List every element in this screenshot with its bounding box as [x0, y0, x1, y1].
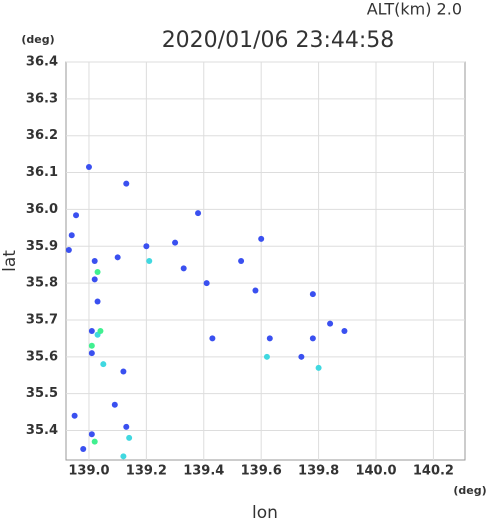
echo-point [88, 328, 95, 335]
echo-point [100, 361, 107, 368]
y-tick-label: 36.3 [26, 91, 58, 106]
echo-point [114, 254, 121, 261]
echo-point [71, 412, 78, 419]
echo-point [88, 342, 95, 349]
y-tick-label: 35.8 [26, 276, 58, 291]
y-tick-label: 35.6 [26, 349, 58, 364]
echo-point [68, 232, 75, 239]
echo-point [143, 243, 150, 250]
echo-point [327, 320, 334, 327]
echo-point [91, 276, 98, 283]
x-unit: (deg) [453, 484, 486, 497]
echo-point [97, 328, 104, 335]
echo-point [238, 258, 245, 264]
x-tick-label: 139.8 [298, 464, 339, 479]
echo-point [315, 364, 322, 371]
x-tick-label: 139.0 [68, 464, 109, 479]
x-tick-label: 139.2 [126, 464, 167, 479]
echo-point [73, 212, 80, 219]
chart-title: 2020/01/06 23:44:58 [162, 28, 395, 53]
echo-point [203, 280, 210, 287]
x-tick-label: 139.6 [241, 464, 282, 479]
y-tick-label: 35.7 [26, 312, 58, 327]
y-unit: (deg) [21, 33, 54, 46]
echo-point [209, 335, 216, 342]
y-tick-label: 35.5 [26, 386, 58, 401]
echo-point [123, 423, 130, 430]
echo-point [180, 265, 187, 272]
echo-point [91, 438, 98, 445]
y-tick-label: 35.9 [26, 239, 58, 254]
echo-point [266, 335, 273, 342]
y-tick-label: 36.2 [26, 128, 58, 143]
echo-point [263, 353, 270, 360]
echo-point [252, 287, 259, 294]
echo-point [80, 445, 87, 452]
echo-point [91, 258, 98, 264]
echo-point [65, 246, 72, 253]
echo-point [94, 298, 101, 305]
echo-point [146, 258, 153, 264]
echo-point [94, 269, 101, 276]
y-tick-label: 36.4 [26, 55, 58, 70]
y-tick-label: 35.4 [26, 423, 58, 438]
y-axis-label: lat [0, 250, 20, 272]
echo-point [123, 180, 130, 187]
echo-point [88, 350, 95, 357]
echo-point [111, 401, 118, 408]
echo-point [309, 291, 316, 298]
echo-point [298, 353, 305, 360]
echo-point [88, 431, 95, 438]
echo-point [85, 164, 92, 171]
x-axis-label: lon [252, 503, 278, 521]
y-tick-label: 36.1 [26, 165, 58, 180]
x-tick-label: 140.0 [355, 464, 396, 479]
echo-point [341, 328, 348, 335]
x-tick-label: 139.4 [183, 464, 224, 479]
echo-point [126, 434, 133, 441]
plot-frame [65, 61, 466, 461]
echo-point [309, 335, 316, 342]
echo-point [195, 210, 202, 217]
y-tick-label: 36.0 [26, 202, 58, 217]
echo-point [120, 368, 127, 375]
echo-point [120, 453, 127, 460]
echo-point [258, 235, 265, 242]
echo-point [172, 239, 179, 246]
altitude-label: ALT(km) 2.0 [367, 0, 462, 19]
x-tick-label: 140.2 [413, 464, 454, 479]
